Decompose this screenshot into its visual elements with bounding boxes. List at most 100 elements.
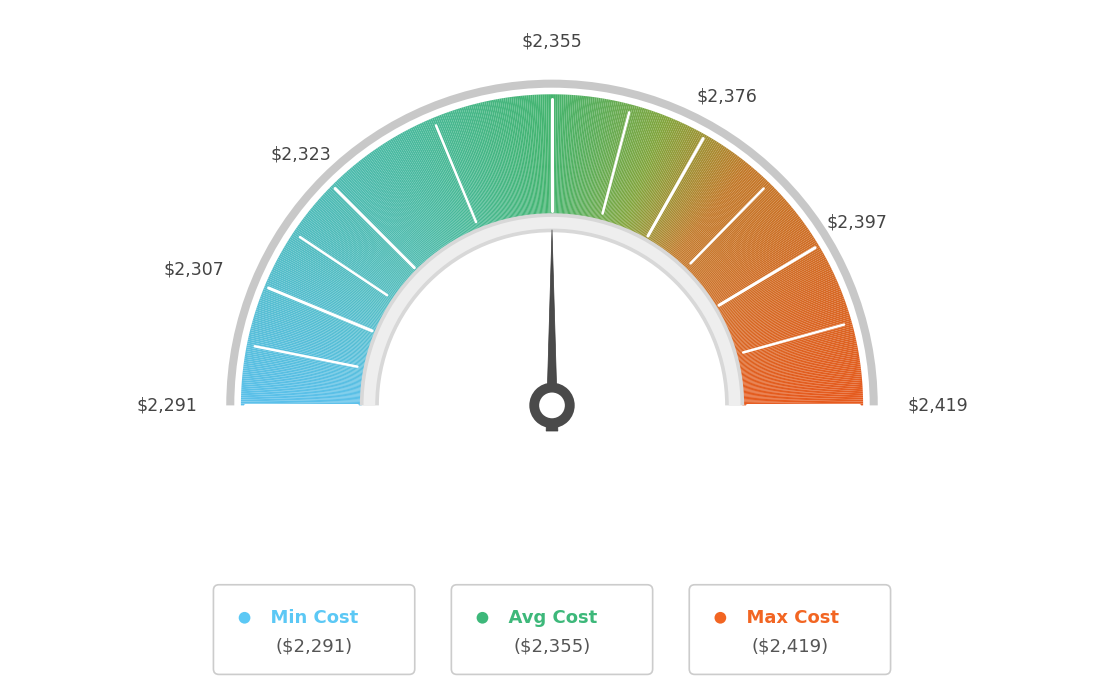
Wedge shape bbox=[742, 395, 863, 401]
Wedge shape bbox=[301, 219, 400, 293]
Wedge shape bbox=[252, 322, 369, 356]
Wedge shape bbox=[242, 384, 362, 393]
Wedge shape bbox=[739, 347, 858, 371]
Wedge shape bbox=[639, 129, 697, 237]
Wedge shape bbox=[333, 183, 420, 270]
Wedge shape bbox=[434, 117, 481, 229]
Wedge shape bbox=[640, 130, 699, 237]
Wedge shape bbox=[705, 221, 804, 293]
Text: $2,307: $2,307 bbox=[163, 261, 224, 279]
Wedge shape bbox=[297, 226, 396, 297]
Text: $2,376: $2,376 bbox=[697, 88, 757, 106]
Wedge shape bbox=[243, 364, 363, 382]
Wedge shape bbox=[425, 121, 476, 232]
Wedge shape bbox=[485, 101, 511, 219]
Wedge shape bbox=[262, 291, 375, 337]
Wedge shape bbox=[733, 309, 849, 348]
Wedge shape bbox=[627, 120, 678, 231]
Wedge shape bbox=[496, 99, 519, 218]
Wedge shape bbox=[352, 166, 431, 259]
Wedge shape bbox=[291, 234, 393, 302]
Wedge shape bbox=[330, 186, 417, 272]
Wedge shape bbox=[364, 156, 438, 253]
Wedge shape bbox=[501, 98, 522, 217]
Wedge shape bbox=[226, 79, 878, 406]
Wedge shape bbox=[718, 252, 824, 313]
Wedge shape bbox=[316, 201, 408, 282]
Wedge shape bbox=[689, 190, 777, 274]
Wedge shape bbox=[604, 106, 639, 223]
Wedge shape bbox=[742, 374, 862, 388]
Circle shape bbox=[714, 612, 726, 624]
Wedge shape bbox=[327, 190, 415, 274]
Circle shape bbox=[238, 612, 251, 624]
Wedge shape bbox=[311, 207, 405, 285]
Wedge shape bbox=[514, 97, 531, 217]
Wedge shape bbox=[630, 122, 682, 233]
Wedge shape bbox=[272, 269, 381, 324]
Wedge shape bbox=[257, 306, 372, 346]
Wedge shape bbox=[732, 304, 847, 344]
Wedge shape bbox=[669, 159, 744, 256]
Wedge shape bbox=[269, 275, 380, 326]
Wedge shape bbox=[586, 99, 611, 219]
Wedge shape bbox=[391, 139, 454, 243]
Wedge shape bbox=[596, 103, 626, 221]
Wedge shape bbox=[417, 124, 471, 234]
Wedge shape bbox=[401, 132, 460, 239]
Wedge shape bbox=[692, 195, 783, 278]
Wedge shape bbox=[255, 309, 371, 348]
Wedge shape bbox=[257, 304, 372, 344]
Wedge shape bbox=[725, 277, 836, 328]
Wedge shape bbox=[594, 101, 622, 220]
Wedge shape bbox=[244, 361, 363, 380]
Wedge shape bbox=[723, 268, 831, 322]
Wedge shape bbox=[248, 337, 367, 365]
Wedge shape bbox=[552, 95, 554, 215]
Wedge shape bbox=[268, 277, 379, 328]
Wedge shape bbox=[532, 95, 541, 215]
Wedge shape bbox=[326, 191, 414, 275]
Wedge shape bbox=[521, 96, 534, 216]
Wedge shape bbox=[243, 366, 363, 383]
Wedge shape bbox=[742, 402, 863, 404]
Wedge shape bbox=[657, 146, 725, 247]
Wedge shape bbox=[697, 204, 790, 283]
Wedge shape bbox=[242, 376, 362, 388]
Wedge shape bbox=[559, 95, 565, 215]
Wedge shape bbox=[691, 193, 781, 276]
Wedge shape bbox=[248, 334, 367, 363]
Wedge shape bbox=[742, 386, 862, 395]
Wedge shape bbox=[591, 101, 618, 219]
Wedge shape bbox=[701, 212, 797, 288]
Wedge shape bbox=[247, 342, 365, 367]
Wedge shape bbox=[295, 229, 395, 298]
Wedge shape bbox=[735, 320, 852, 355]
Wedge shape bbox=[702, 213, 798, 288]
Wedge shape bbox=[616, 112, 659, 227]
Circle shape bbox=[529, 383, 575, 428]
Wedge shape bbox=[319, 198, 410, 279]
Wedge shape bbox=[408, 128, 466, 237]
Wedge shape bbox=[486, 101, 513, 219]
Wedge shape bbox=[360, 213, 744, 406]
Wedge shape bbox=[739, 342, 857, 367]
Wedge shape bbox=[720, 259, 827, 317]
Wedge shape bbox=[716, 248, 821, 310]
Wedge shape bbox=[254, 313, 370, 350]
Wedge shape bbox=[509, 97, 527, 217]
Wedge shape bbox=[467, 106, 501, 222]
Wedge shape bbox=[720, 257, 827, 316]
Wedge shape bbox=[631, 123, 684, 233]
Wedge shape bbox=[646, 135, 707, 240]
Wedge shape bbox=[662, 151, 733, 250]
Wedge shape bbox=[690, 191, 778, 275]
Wedge shape bbox=[726, 280, 838, 330]
Wedge shape bbox=[348, 170, 428, 262]
Wedge shape bbox=[306, 213, 402, 288]
Wedge shape bbox=[337, 180, 421, 268]
Wedge shape bbox=[740, 357, 860, 377]
Wedge shape bbox=[742, 384, 862, 393]
Wedge shape bbox=[672, 164, 751, 259]
Wedge shape bbox=[666, 156, 740, 253]
